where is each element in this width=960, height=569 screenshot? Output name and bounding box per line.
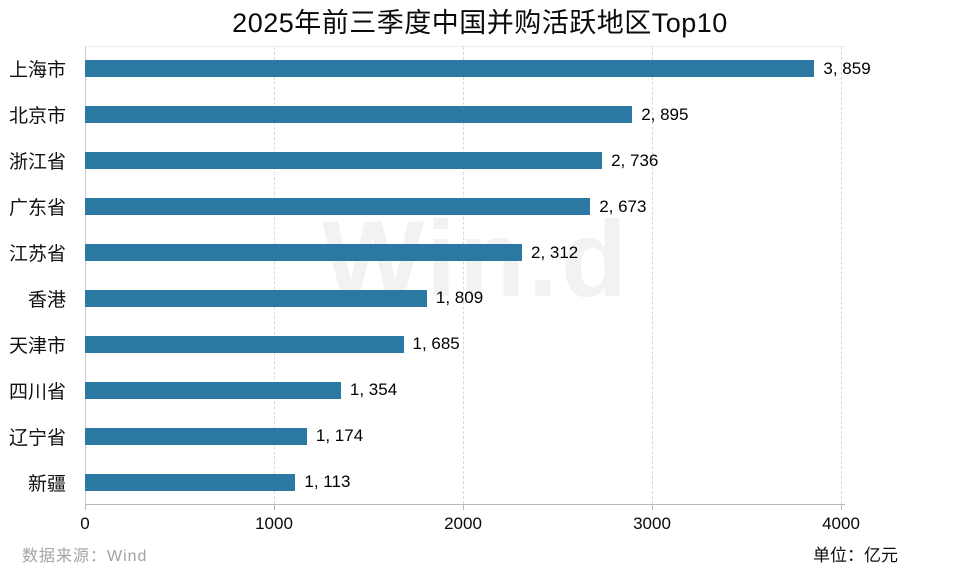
value-label: 3, 859 (823, 58, 871, 78)
x-axis-tick-labels: 0 1000 2000 3000 4000 (0, 514, 960, 536)
category-label: 香港 (27, 289, 66, 311)
category-label: 北京市 (8, 106, 66, 128)
bar (85, 198, 591, 216)
x-axis-tick (85, 505, 86, 510)
bar-row: 天津市 1, 685 (0, 321, 960, 367)
value-label: 1, 685 (412, 334, 460, 354)
value-label: 2, 736 (611, 150, 659, 170)
bar-row: 香港 1, 809 (0, 276, 960, 322)
bar (85, 289, 427, 307)
category-label: 新疆 (27, 473, 66, 495)
bar (85, 427, 307, 445)
x-axis-tick (463, 505, 464, 510)
bar (85, 473, 296, 491)
x-axis-tick (652, 505, 653, 510)
bar-row: 上海市 3, 859 (0, 46, 960, 92)
bar-row: 广东省 2, 673 (0, 184, 960, 230)
gridline (274, 47, 275, 504)
category-label: 浙江省 (8, 152, 66, 174)
category-label: 天津市 (8, 335, 66, 357)
gridline (841, 47, 842, 504)
plot-area (85, 46, 845, 510)
bar-row: 北京市 2, 895 (0, 92, 960, 138)
gridline (652, 47, 653, 504)
category-label: 辽宁省 (8, 427, 66, 449)
bar-row: 新疆 1, 113 (0, 459, 960, 505)
bar-row: 江苏省 2, 312 (0, 230, 960, 276)
bar (85, 335, 404, 353)
bar-rows: 上海市 3, 859 北京市 2, 895 浙江省 2, 736 广东省 2, 673 江苏省 2… (0, 46, 960, 505)
value-label: 1, 354 (349, 380, 398, 400)
gridline (463, 47, 464, 504)
bar (85, 244, 522, 262)
bar (85, 381, 341, 399)
category-label: 江苏省 (8, 244, 66, 266)
x-axis-tick-label: 0 (80, 514, 90, 533)
value-label: 2, 895 (641, 104, 689, 124)
bar-row: 浙江省 2, 736 (0, 138, 960, 184)
chart-title: 2025年前三季度中国并购活跃地区Top10 (232, 8, 728, 38)
x-axis-tick-label: 2000 (444, 514, 482, 533)
bar-row: 四川省 1, 354 (0, 367, 960, 413)
bar-row: 辽宁省 1, 174 (0, 413, 960, 459)
data-source-note: 数据来源：Wind (22, 548, 148, 565)
value-label: 1, 809 (435, 288, 484, 308)
x-axis-tick (841, 505, 842, 510)
bar (85, 106, 633, 124)
x-axis-tick-label: 4000 (822, 514, 860, 533)
bar (85, 152, 603, 170)
value-label: 2, 673 (599, 196, 647, 216)
x-axis-tick (274, 505, 275, 510)
x-axis-tick-label: 1000 (255, 514, 293, 533)
value-label: 1, 113 (304, 472, 351, 492)
unit-note: 单位：亿元 (813, 546, 898, 565)
category-label: 广东省 (8, 198, 66, 220)
bar (85, 60, 815, 78)
value-label: 1, 174 (315, 426, 364, 446)
category-label: 四川省 (8, 381, 66, 403)
value-label: 2, 312 (531, 242, 579, 262)
category-label: 上海市 (8, 60, 66, 82)
x-axis-tick-label: 3000 (633, 514, 671, 533)
